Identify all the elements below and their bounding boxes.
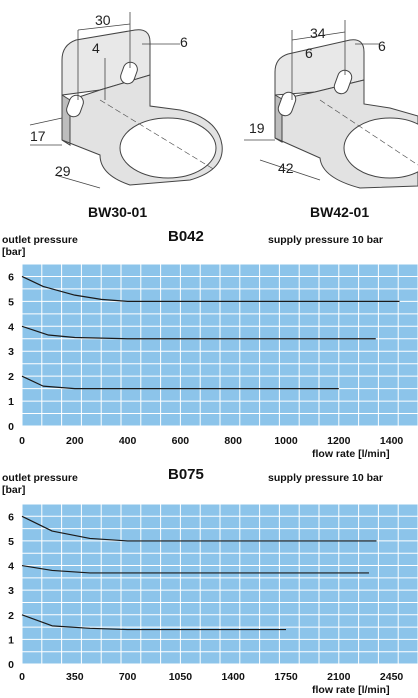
- series-line-1: [21, 325, 376, 340]
- chart-b075-ylabel: outlet pressure: [2, 472, 78, 484]
- bracket-bw30-drawing: [29, 12, 223, 189]
- x-tick-label: 1400: [222, 671, 246, 683]
- y-tick-label: 2: [8, 610, 14, 622]
- y-tick-label: 5: [8, 536, 14, 548]
- y-tick-label: 4: [8, 321, 14, 333]
- x-tick-label: 1050: [169, 671, 193, 683]
- chart-b075-yunit: [bar]: [2, 484, 26, 496]
- chart-b075-plot: 0 1 2 3 4 5 6 0 350 700 1050 1400 1750 2100 2450: [8, 503, 418, 683]
- y-tick-label: 6: [8, 511, 14, 523]
- chart-b075-xlabel: flow rate [l/min]: [312, 684, 390, 696]
- series-line-1: [21, 564, 369, 574]
- bracket-drawings: 30 4 6 17 29 34 6 6 19 42 BW30-01 BW42-0…: [0, 0, 418, 222]
- series-line-0: [21, 515, 377, 542]
- x-tick-label: 700: [119, 671, 137, 683]
- x-tick-label: 2450: [380, 671, 404, 683]
- bracket-bw42-label: BW42-01: [310, 204, 370, 220]
- y-tick-label: 3: [8, 346, 14, 358]
- y-tick-label: 2: [8, 371, 14, 383]
- bw30-dim-height: 17: [30, 128, 46, 144]
- x-tick-label: 2100: [327, 671, 351, 683]
- y-tick-label: 0: [8, 659, 14, 671]
- x-tick-label: 0: [19, 435, 25, 447]
- x-tick-label: 1750: [274, 671, 298, 683]
- series-line-2: [21, 375, 339, 390]
- bw42-dim-slot-gap: 6: [378, 38, 386, 54]
- chart-b042-title: B042: [168, 228, 204, 245]
- y-tick-label: 1: [8, 634, 14, 646]
- chart-b042-ylabel: outlet pressure: [2, 234, 78, 246]
- y-tick-label: 3: [8, 585, 14, 597]
- x-tick-label: 600: [172, 435, 190, 447]
- x-tick-label: 1200: [327, 435, 351, 447]
- x-tick-label: 200: [66, 435, 84, 447]
- bw30-dim-width: 30: [95, 12, 111, 28]
- chart-b042-note: supply pressure 10 bar: [268, 234, 383, 246]
- y-tick-label: 1: [8, 396, 14, 408]
- bracket-bw30-label: BW30-01: [88, 204, 148, 220]
- x-tick-label: 400: [119, 435, 137, 447]
- series-line-0: [21, 275, 400, 302]
- bw30-dim-slot-width: 4: [92, 40, 100, 56]
- chart-b075-title: B075: [168, 466, 204, 483]
- x-tick-label: 1000: [274, 435, 298, 447]
- bw42-dim-slot-width: 6: [305, 45, 313, 61]
- chart-b075-note: supply pressure 10 bar: [268, 472, 383, 484]
- y-tick-label: 6: [8, 271, 14, 283]
- bw42-dim-height: 19: [249, 120, 265, 136]
- series-line-2: [21, 614, 286, 631]
- chart-b042: outlet pressure [bar] B042 supply pressu…: [0, 224, 418, 460]
- x-tick-label: 800: [224, 435, 242, 447]
- chart-b042-yunit: [bar]: [2, 246, 26, 258]
- x-tick-label: 1400: [380, 435, 404, 447]
- chart-b042-plot: 0 1 2 3 4 5 6 0 200 400 600 800 1000 1200 1400: [8, 263, 418, 447]
- x-tick-label: 350: [66, 671, 84, 683]
- chart-b075: outlet pressure [bar] B075 supply pressu…: [0, 462, 418, 698]
- bw42-dim-depth: 42: [278, 160, 294, 176]
- bw30-dim-depth: 29: [55, 163, 71, 179]
- grid: [21, 503, 418, 665]
- bw30-dim-slot-gap: 6: [180, 34, 188, 50]
- y-tick-label: 5: [8, 296, 14, 308]
- bw42-dim-width: 34: [310, 25, 326, 41]
- y-tick-label: 0: [8, 421, 14, 433]
- grid: [21, 263, 418, 427]
- chart-b042-xlabel: flow rate [l/min]: [312, 448, 390, 460]
- y-tick-label: 4: [8, 561, 14, 573]
- bracket-bw42-drawing: [244, 20, 418, 189]
- x-tick-label: 0: [19, 671, 25, 683]
